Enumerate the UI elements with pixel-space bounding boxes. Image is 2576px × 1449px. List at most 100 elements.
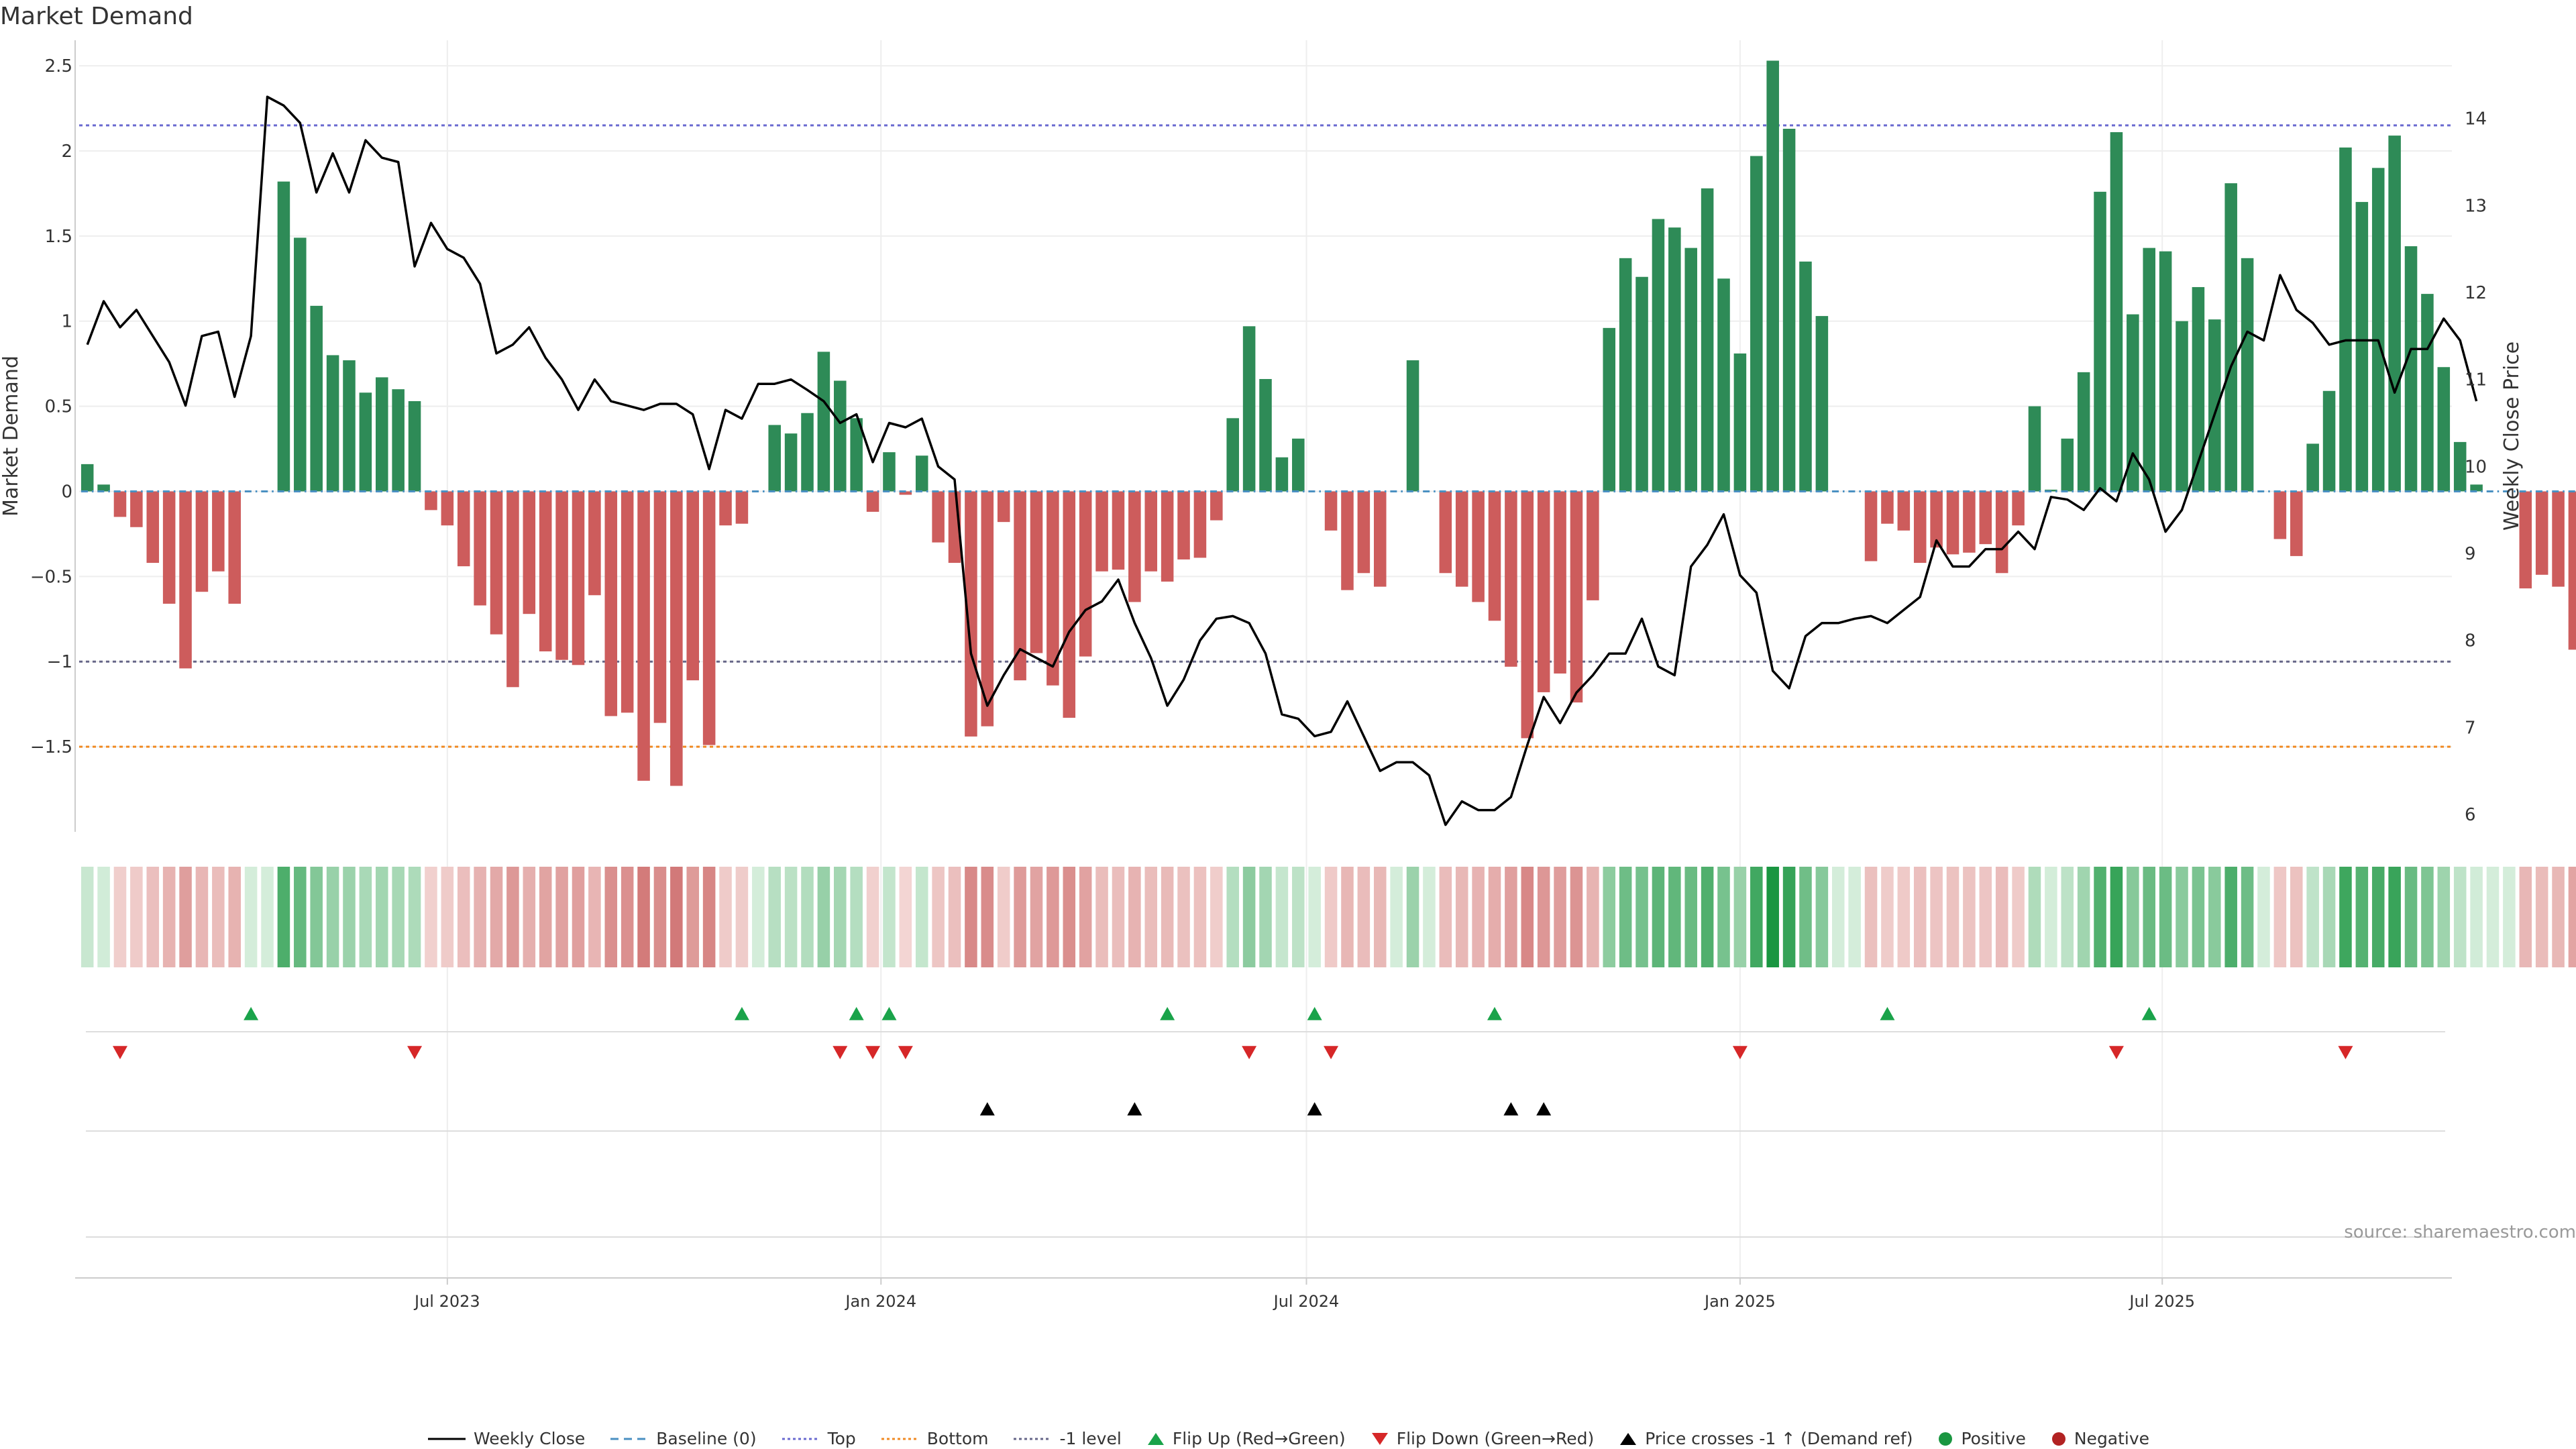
heat-cell xyxy=(1144,867,1158,967)
positive-bar xyxy=(2208,319,2221,492)
negative-bar xyxy=(1177,491,1190,559)
heat-cell xyxy=(817,867,830,967)
x-tick-label: Jul 2023 xyxy=(413,1292,480,1311)
heat-cell xyxy=(343,867,356,967)
negative-bar xyxy=(1488,491,1501,621)
heat-cell xyxy=(1881,867,1894,967)
negative-bar xyxy=(1472,491,1485,602)
negative-bar xyxy=(179,491,192,669)
heat-cell xyxy=(1472,867,1485,967)
negative-dot-icon xyxy=(2051,1432,2065,1446)
heat-cell xyxy=(2208,867,2221,967)
left-tick-label: −0.5 xyxy=(30,567,72,587)
heat-cell xyxy=(1112,867,1125,967)
positive-bar xyxy=(2077,372,2090,492)
heat-cell xyxy=(899,867,912,967)
positive-bar xyxy=(2094,191,2106,492)
positive-bar xyxy=(392,389,405,492)
positive-bar xyxy=(2470,484,2483,492)
flip-up-marker xyxy=(881,1007,897,1020)
legend-flip-up-label: Flip Up (Red→Green) xyxy=(1172,1429,1346,1448)
positive-bar xyxy=(2143,248,2155,492)
legend-minus-one: -1 level xyxy=(1012,1429,1122,1448)
positive-bar xyxy=(2371,168,2385,492)
negative-bar xyxy=(1112,491,1125,570)
heat-cell xyxy=(1341,867,1354,967)
right-tick-label: 6 xyxy=(2465,805,2476,825)
negative-bar xyxy=(997,491,1010,523)
x-tick-label: Jul 2024 xyxy=(1273,1292,1340,1311)
negative-bar xyxy=(457,491,470,567)
left-tick-label: 2 xyxy=(61,142,72,162)
heat-cell xyxy=(1930,867,1943,967)
heat-cell xyxy=(2306,867,2319,967)
negative-bar xyxy=(506,491,519,688)
negative-bar xyxy=(932,491,945,543)
heat-cell xyxy=(1766,867,1779,967)
legend-top: Top xyxy=(781,1429,856,1448)
heat-cell xyxy=(1782,867,1796,967)
negative-bar xyxy=(1963,491,1976,553)
heat-cell xyxy=(1193,867,1207,967)
negative-bar xyxy=(572,491,585,665)
heat-cell xyxy=(948,867,961,967)
heat-cell xyxy=(392,867,405,967)
positive-bar xyxy=(310,305,323,492)
positive-bar xyxy=(2224,183,2237,492)
negative-bar xyxy=(1505,491,1517,667)
negative-bar xyxy=(1079,491,1092,657)
heat-cell xyxy=(1521,867,1534,967)
negative-bar xyxy=(1063,491,1076,718)
positive-bar xyxy=(2421,294,2434,492)
heat-cell xyxy=(719,867,732,967)
positive-bar xyxy=(2241,258,2254,492)
heat-cell xyxy=(2224,867,2237,967)
heat-cell xyxy=(2453,867,2467,967)
negative-bar xyxy=(1210,491,1223,521)
left-tick-label: 0 xyxy=(61,482,72,502)
heat-cell xyxy=(2273,867,2287,967)
heat-cell xyxy=(604,867,618,967)
right-tick-label: 9 xyxy=(2465,544,2476,564)
negative-bar xyxy=(1030,491,1043,653)
heat-cell xyxy=(294,867,307,967)
positive-bar xyxy=(2159,251,2172,492)
heat-cell xyxy=(981,867,994,967)
heat-cell xyxy=(1963,867,1976,967)
flip-up-marker xyxy=(244,1007,259,1020)
positive-bar xyxy=(1668,227,1681,492)
positive-bar xyxy=(2339,147,2352,492)
heat-cell xyxy=(1063,867,1076,967)
positive-bar xyxy=(1635,276,1648,492)
heat-cell xyxy=(1897,867,1911,967)
negative-bar xyxy=(735,491,749,524)
negative-bar xyxy=(539,491,552,652)
flip-up-marker xyxy=(734,1007,749,1020)
negative-bar xyxy=(490,491,503,635)
positive-bar xyxy=(2127,314,2139,492)
positive-bar xyxy=(1684,248,1697,492)
negative-bar xyxy=(1341,491,1354,590)
heat-cell xyxy=(965,867,977,967)
heat-cell xyxy=(1733,867,1747,967)
negative-bar xyxy=(146,491,160,564)
legend-positive: Positive xyxy=(1937,1429,2026,1448)
negative-bar xyxy=(621,491,634,713)
heat-cell xyxy=(686,867,700,967)
heat-cell xyxy=(277,867,290,967)
flip-down-marker xyxy=(112,1046,127,1059)
negative-bar xyxy=(637,491,650,781)
flip-up-marker xyxy=(849,1007,864,1020)
heat-cell xyxy=(2257,867,2270,967)
price-cross-marker xyxy=(1307,1102,1322,1116)
flip-up-marker xyxy=(1307,1007,1322,1020)
heat-cell xyxy=(2388,867,2401,967)
heat-cell xyxy=(1161,867,1174,967)
negative-bar xyxy=(212,491,225,572)
heat-cell xyxy=(1831,867,1845,967)
heat-cell xyxy=(130,867,143,967)
heat-cell xyxy=(555,867,568,967)
heat-cell xyxy=(1554,867,1566,967)
heat-cell xyxy=(1717,867,1730,967)
heat-cell xyxy=(1799,867,1812,967)
